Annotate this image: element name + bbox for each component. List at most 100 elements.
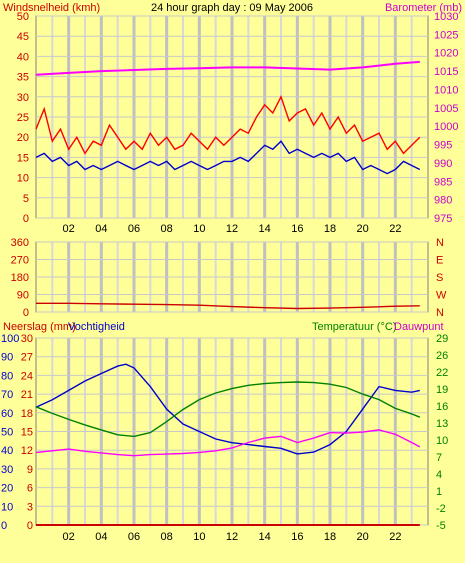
y-tick-left: 0 xyxy=(23,307,29,319)
y-tick-right: 22 xyxy=(436,367,448,379)
x-tick: 06 xyxy=(128,223,140,235)
y-tick-left: 60 xyxy=(1,408,13,420)
y-tick-left-rain: 3 xyxy=(27,501,33,513)
x-tick: 06 xyxy=(128,531,140,543)
x-tick: 04 xyxy=(95,531,107,543)
y-tick-right: 985 xyxy=(434,176,452,188)
x-tick: 20 xyxy=(357,531,369,543)
y-tick-left: 40 xyxy=(1,445,13,457)
y-tick-right: 1000 xyxy=(434,121,458,133)
y-tick-left: 30 xyxy=(17,92,29,104)
y-tick-left: 10 xyxy=(1,501,13,513)
x-tick: 04 xyxy=(95,223,107,235)
y-tick-right: 975 xyxy=(434,213,452,225)
x-tick: 18 xyxy=(324,223,336,235)
y-axis-label-right: Barometer (mb) xyxy=(385,2,462,14)
y-tick-right: 1020 xyxy=(434,48,458,60)
y-tick-left-rain: 9 xyxy=(27,464,33,476)
series-line-barometer xyxy=(35,60,420,76)
y-tick-right: 1025 xyxy=(434,29,458,41)
y-axis-label-right-2: Dauwpunt xyxy=(394,321,444,333)
y-tick-right: 1005 xyxy=(434,103,458,115)
y-tick-left: 180 xyxy=(11,272,29,284)
y-tick-left: 90 xyxy=(1,352,13,364)
compass-letter: W xyxy=(436,290,447,302)
y-tick-left: 20 xyxy=(17,132,29,144)
x-tick: 10 xyxy=(193,223,205,235)
y-tick-left-rain: 24 xyxy=(21,370,33,382)
y-tick-left: 45 xyxy=(17,31,29,43)
y-tick-left-rain: 18 xyxy=(21,408,33,420)
y-tick-right: -2 xyxy=(436,503,446,515)
y-tick-left: 0 xyxy=(1,520,7,532)
y-axis-label-left: Neerslag (mm) xyxy=(3,321,76,333)
chart-title: 24 hour graph day : 09 May 2006 xyxy=(151,2,313,14)
y-tick-left: 15 xyxy=(17,152,29,164)
y-tick-left: 25 xyxy=(17,112,29,124)
y-tick-left: 90 xyxy=(17,290,29,302)
x-tick: 08 xyxy=(161,531,173,543)
y-tick-left-rain: 27 xyxy=(21,352,33,364)
y-tick-right: 1015 xyxy=(434,66,458,78)
y-tick-right: 995 xyxy=(434,140,452,152)
x-tick: 12 xyxy=(226,531,238,543)
x-tick: 10 xyxy=(193,531,205,543)
x-tick: 22 xyxy=(389,531,401,543)
y-tick-left: 35 xyxy=(17,72,29,84)
y-tick-right: 13 xyxy=(436,418,448,430)
y-tick-left: 20 xyxy=(1,483,13,495)
y-tick-left-rain: 30 xyxy=(21,333,33,345)
x-tick: 12 xyxy=(226,223,238,235)
y-tick-right: 1030 xyxy=(434,11,458,23)
x-tick: 16 xyxy=(291,223,303,235)
x-tick: 14 xyxy=(259,223,271,235)
x-tick: 18 xyxy=(324,531,336,543)
series-line-windsnelheid xyxy=(35,140,421,175)
compass-letter: N xyxy=(436,307,444,319)
x-tick: 02 xyxy=(63,531,75,543)
series-line-windrichting xyxy=(36,302,420,310)
series-line-windsnelheid-gust xyxy=(35,94,421,155)
y-tick-left: 360 xyxy=(11,237,29,249)
x-tick: 08 xyxy=(161,223,173,235)
y-tick-left-rain: 21 xyxy=(21,389,33,401)
y-tick-left: 40 xyxy=(17,51,29,63)
y-tick-left: 100 xyxy=(1,333,19,345)
y-tick-right: 990 xyxy=(434,158,452,170)
compass-letter: S xyxy=(436,272,443,284)
y-tick-right: -5 xyxy=(436,520,446,532)
y-tick-left-rain: 12 xyxy=(21,445,33,457)
y-tick-right: 10 xyxy=(436,435,448,447)
y-tick-right: 16 xyxy=(436,401,448,413)
y-tick-right: 1 xyxy=(436,486,442,498)
x-tick: 16 xyxy=(291,531,303,543)
y-tick-left: 5 xyxy=(23,193,29,205)
y-tick-left: 70 xyxy=(1,389,13,401)
y-axis-label-right: Temperatuur (°C) xyxy=(312,321,396,333)
y-axis-label-left-2: Vochtigheid xyxy=(68,321,125,333)
y-tick-right: 29 xyxy=(436,333,448,345)
y-tick-left-rain: 6 xyxy=(27,483,33,495)
y-tick-left: 80 xyxy=(1,370,13,382)
y-tick-left: 270 xyxy=(11,255,29,267)
x-tick: 14 xyxy=(259,531,271,543)
compass-letter: N xyxy=(436,237,444,249)
y-tick-right: 1010 xyxy=(434,84,458,96)
series-line-dauwpunt xyxy=(35,429,421,457)
x-tick: 22 xyxy=(389,223,401,235)
y-tick-right: 980 xyxy=(434,195,452,207)
series-line-temperatuur xyxy=(35,381,421,438)
y-tick-left: 0 xyxy=(23,213,29,225)
compass-letter: E xyxy=(436,255,443,267)
x-tick: 20 xyxy=(357,223,369,235)
y-tick-right: 26 xyxy=(436,350,448,362)
y-tick-right: 19 xyxy=(436,384,448,396)
y-tick-left: 30 xyxy=(1,464,13,476)
y-tick-left: 50 xyxy=(1,427,13,439)
y-axis-label-left: Windsnelheid (kmh) xyxy=(3,2,100,14)
y-tick-left-rain: 0 xyxy=(27,520,33,532)
y-tick-left-rain: 15 xyxy=(21,427,33,439)
series-line-vochtigheid xyxy=(35,363,420,455)
